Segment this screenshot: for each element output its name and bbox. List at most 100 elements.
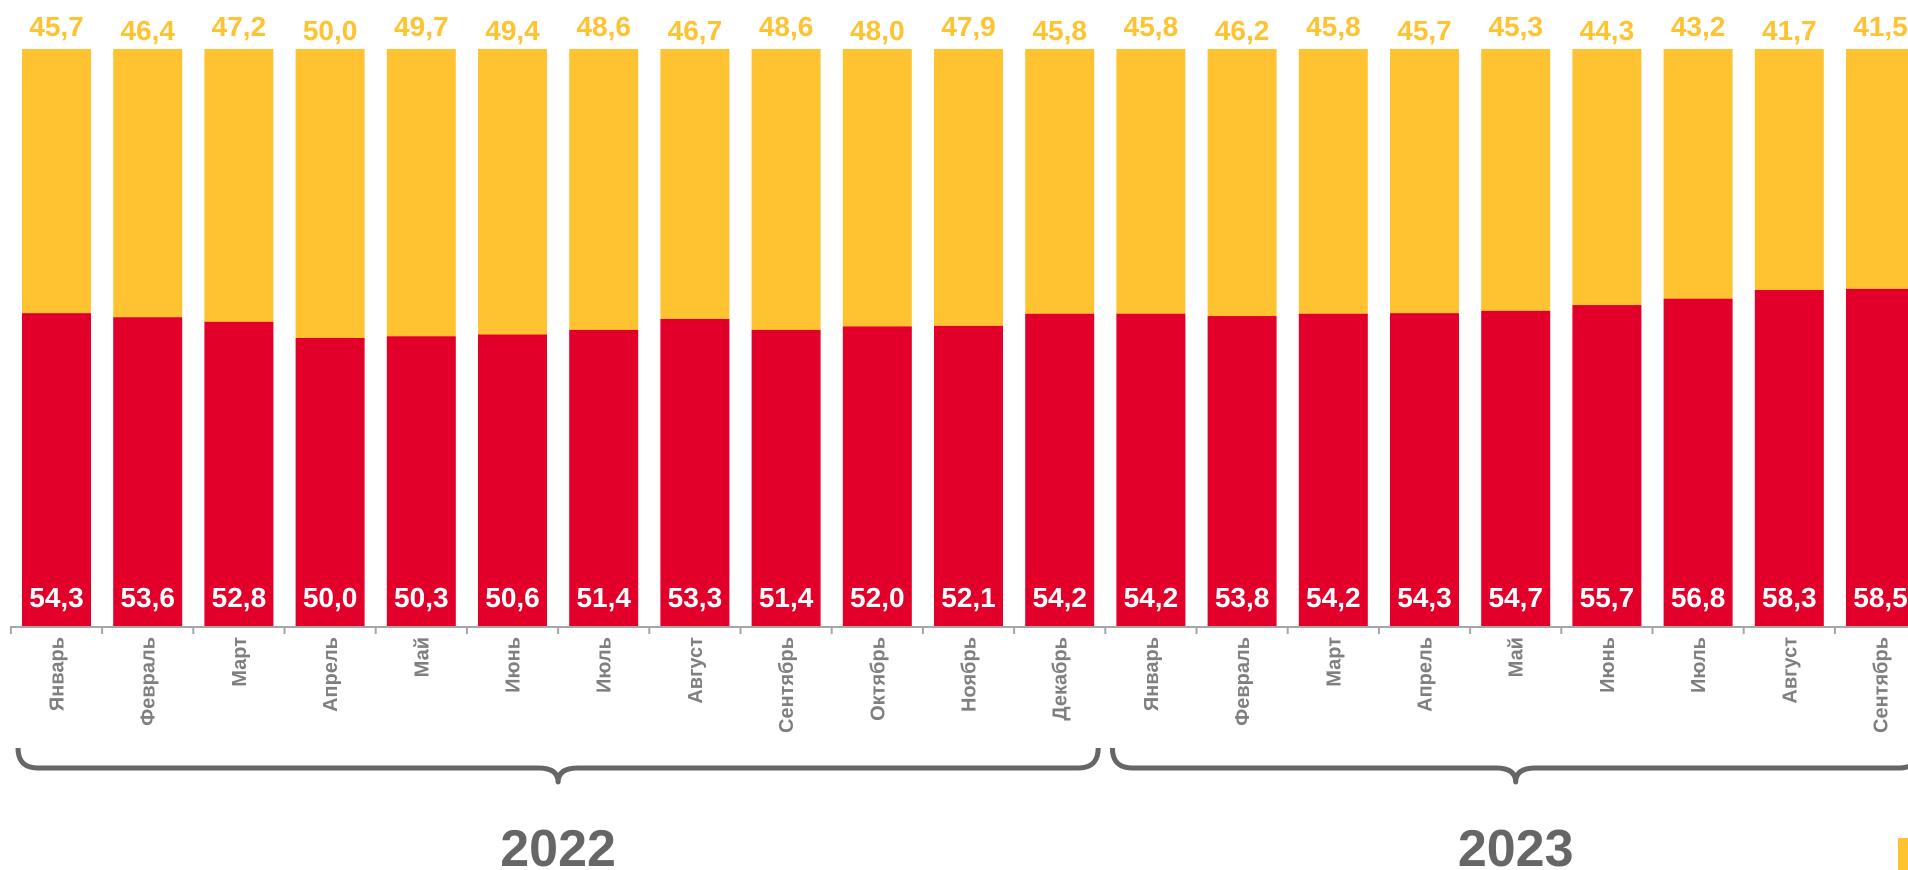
month-label-20: Сентябрь <box>1871 637 1893 733</box>
value-label-top-2: 47,2 <box>212 11 267 42</box>
bar-bottom-4 <box>386 336 456 627</box>
month-label-6: Июль <box>594 637 616 693</box>
value-label-top-5: 49,4 <box>485 15 540 46</box>
value-label-top-13: 46,2 <box>1215 15 1270 46</box>
value-label-top-19: 41,7 <box>1762 15 1817 46</box>
bar-top-9 <box>842 49 912 327</box>
value-label-top-16: 45,3 <box>1488 11 1543 42</box>
value-label-bottom-10: 52,1 <box>941 582 996 613</box>
value-label-bottom-3: 50,0 <box>303 582 358 613</box>
value-label-top-12: 45,8 <box>1124 11 1179 42</box>
bar-bottom-17 <box>1572 305 1642 627</box>
value-label-top-4: 49,7 <box>394 11 449 42</box>
value-label-bottom-2: 52,8 <box>212 582 267 613</box>
value-label-top-10: 47,9 <box>941 11 996 42</box>
bar-top-0 <box>22 49 91 314</box>
value-label-top-8: 48,6 <box>759 11 814 42</box>
value-label-bottom-8: 51,4 <box>759 582 814 613</box>
value-label-bottom-6: 51,4 <box>576 582 631 613</box>
value-label-top-18: 43,2 <box>1671 11 1726 42</box>
bar-top-1 <box>113 49 183 318</box>
bar-top-2 <box>204 49 274 322</box>
value-label-top-14: 45,8 <box>1306 11 1361 42</box>
month-label-9: Октябрь <box>867 637 889 721</box>
value-label-top-11: 45,8 <box>1032 15 1087 46</box>
value-label-top-6: 48,6 <box>576 11 631 42</box>
bar-bottom-20 <box>1846 288 1908 627</box>
bar-bottom-9 <box>842 326 912 627</box>
month-label-18: Июль <box>1688 637 1710 693</box>
month-label-14: Март <box>1323 637 1345 687</box>
year-label-2023: 2023 <box>1458 820 1574 870</box>
value-label-bottom-18: 56,8 <box>1671 582 1726 613</box>
bar-top-14 <box>1298 49 1368 314</box>
bar-top-15 <box>1390 49 1459 314</box>
month-label-17: Июнь <box>1597 637 1619 693</box>
bar-top-11 <box>1025 49 1095 314</box>
bar-bottom-5 <box>478 334 547 627</box>
bar-bottom-10 <box>934 325 1003 627</box>
value-label-bottom-0: 54,3 <box>29 582 84 613</box>
bar-bottom-13 <box>1207 316 1277 627</box>
month-label-10: Ноябрь <box>959 637 981 712</box>
value-label-bottom-16: 54,7 <box>1488 582 1543 613</box>
month-label-15: Апрель <box>1415 637 1437 712</box>
bars-layer <box>22 49 1908 627</box>
bar-bottom-2 <box>204 321 274 627</box>
bar-top-10 <box>934 49 1003 326</box>
year-brace-2022 <box>15 747 1101 785</box>
bar-top-4 <box>386 49 456 337</box>
bar-bottom-19 <box>1754 290 1824 627</box>
month-label-5: Июнь <box>503 637 525 693</box>
bar-bottom-14 <box>1298 313 1368 627</box>
bar-bottom-3 <box>295 338 365 627</box>
value-label-top-20: 41,5 <box>1853 11 1908 42</box>
value-label-bottom-1: 53,6 <box>120 582 175 613</box>
bar-top-19 <box>1754 49 1824 291</box>
bar-top-8 <box>751 49 821 330</box>
month-label-11: Декабрь <box>1050 637 1072 721</box>
value-label-top-17: 44,3 <box>1580 15 1635 46</box>
month-label-2: Март <box>229 637 251 687</box>
value-label-bottom-13: 53,8 <box>1215 582 1270 613</box>
value-label-top-7: 46,7 <box>668 15 723 46</box>
value-label-bottom-15: 54,3 <box>1397 582 1452 613</box>
bar-top-16 <box>1481 49 1551 311</box>
x-axis <box>9 626 1908 634</box>
bar-top-6 <box>569 49 639 330</box>
bar-top-7 <box>660 49 730 319</box>
month-label-3: Апрель <box>320 637 342 712</box>
value-label-top-15: 45,7 <box>1397 15 1452 46</box>
value-label-bottom-9: 52,0 <box>850 582 905 613</box>
value-label-top-0: 45,7 <box>29 11 84 42</box>
value-label-bottom-11: 54,2 <box>1032 582 1087 613</box>
value-label-top-3: 50,0 <box>303 15 358 46</box>
bar-bottom-16 <box>1481 310 1551 627</box>
value-label-bottom-14: 54,2 <box>1306 582 1361 613</box>
bar-top-3 <box>295 49 365 338</box>
month-label-0: Январь <box>47 637 69 711</box>
bar-bottom-7 <box>660 318 730 627</box>
bar-bottom-12 <box>1116 313 1186 627</box>
bar-top-12 <box>1116 49 1186 314</box>
bar-bottom-15 <box>1390 313 1459 627</box>
bar-top-5 <box>478 49 547 335</box>
bar-top-20 <box>1846 49 1908 289</box>
value-label-top-1: 46,4 <box>120 15 175 46</box>
corner-mark <box>1898 838 1908 870</box>
bar-bottom-8 <box>751 329 821 627</box>
month-label-12: Январь <box>1141 637 1163 711</box>
bar-top-18 <box>1663 49 1733 299</box>
bar-bottom-1 <box>113 317 183 627</box>
bar-bottom-18 <box>1663 298 1733 627</box>
bar-top-17 <box>1572 49 1642 306</box>
labels-layer: 45,7 54,3 Январь 46,4 53,6 Февраль 47,2 52,8 Мар… <box>29 11 1908 733</box>
year-label-2022: 2022 <box>500 820 616 870</box>
value-label-bottom-19: 58,3 <box>1762 582 1817 613</box>
value-label-top-9: 48,0 <box>850 15 905 46</box>
month-label-7: Август <box>685 637 707 704</box>
bar-top-13 <box>1207 49 1277 317</box>
month-label-1: Февраль <box>138 637 160 726</box>
bar-bottom-6 <box>569 329 639 627</box>
